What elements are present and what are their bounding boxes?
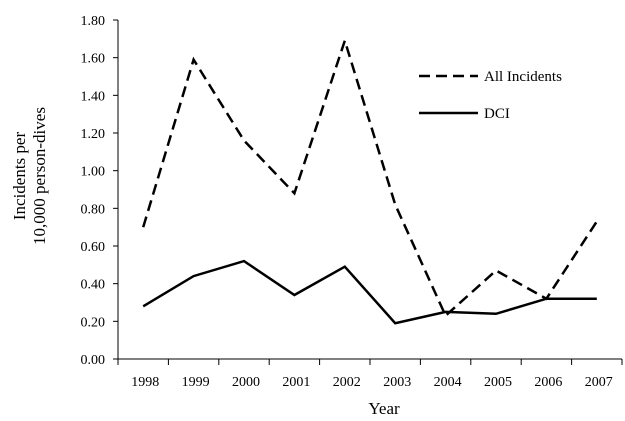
x-tick-label: 1998 bbox=[131, 375, 159, 390]
y-axis-title-line-2: 10,000 person-dives bbox=[30, 107, 49, 245]
y-tick-label: 0.00 bbox=[81, 353, 106, 368]
series-lines bbox=[142, 36, 598, 325]
x-axis-title: Year bbox=[368, 399, 400, 418]
y-axis: 0.00 0.20 0.40 0.60 0.80 1.00 1.20 1.40 1.60 1.80 bbox=[81, 14, 119, 368]
x-tick-label: 2006 bbox=[534, 375, 562, 390]
x-tick-label: 2001 bbox=[282, 375, 310, 390]
y-tick-label: 0.60 bbox=[81, 240, 106, 255]
y-axis-title-line-1: Incidents per bbox=[10, 132, 29, 221]
x-tick-label: 2002 bbox=[333, 375, 361, 390]
legend-label: DCI bbox=[484, 106, 510, 122]
series-line-all-incidents bbox=[142, 36, 598, 318]
y-tick-label: 1.80 bbox=[81, 14, 106, 29]
y-tick-label: 1.00 bbox=[81, 165, 106, 180]
x-tick-label: 2003 bbox=[383, 375, 411, 390]
series-line-dci bbox=[142, 259, 597, 325]
legend: All Incidents DCI bbox=[419, 69, 562, 122]
y-tick-label: 0.20 bbox=[81, 315, 106, 330]
legend-label: All Incidents bbox=[484, 69, 562, 85]
y-tick-label: 0.40 bbox=[81, 278, 106, 293]
x-tick-label: 1999 bbox=[182, 375, 210, 390]
x-tick-label: 2007 bbox=[585, 375, 613, 390]
y-tick-label: 0.80 bbox=[81, 202, 106, 217]
x-tick-label: 2004 bbox=[434, 375, 462, 390]
x-axis: 1998 1999 2000 2001 2002 2003 2004 2005 2006 2007 bbox=[117, 358, 623, 390]
x-tick-label: 2000 bbox=[232, 375, 260, 390]
y-tick-label: 1.40 bbox=[81, 89, 106, 104]
y-tick-label: 1.60 bbox=[81, 52, 106, 67]
x-tick-label: 2005 bbox=[484, 375, 512, 390]
y-tick-label: 1.20 bbox=[81, 127, 106, 142]
